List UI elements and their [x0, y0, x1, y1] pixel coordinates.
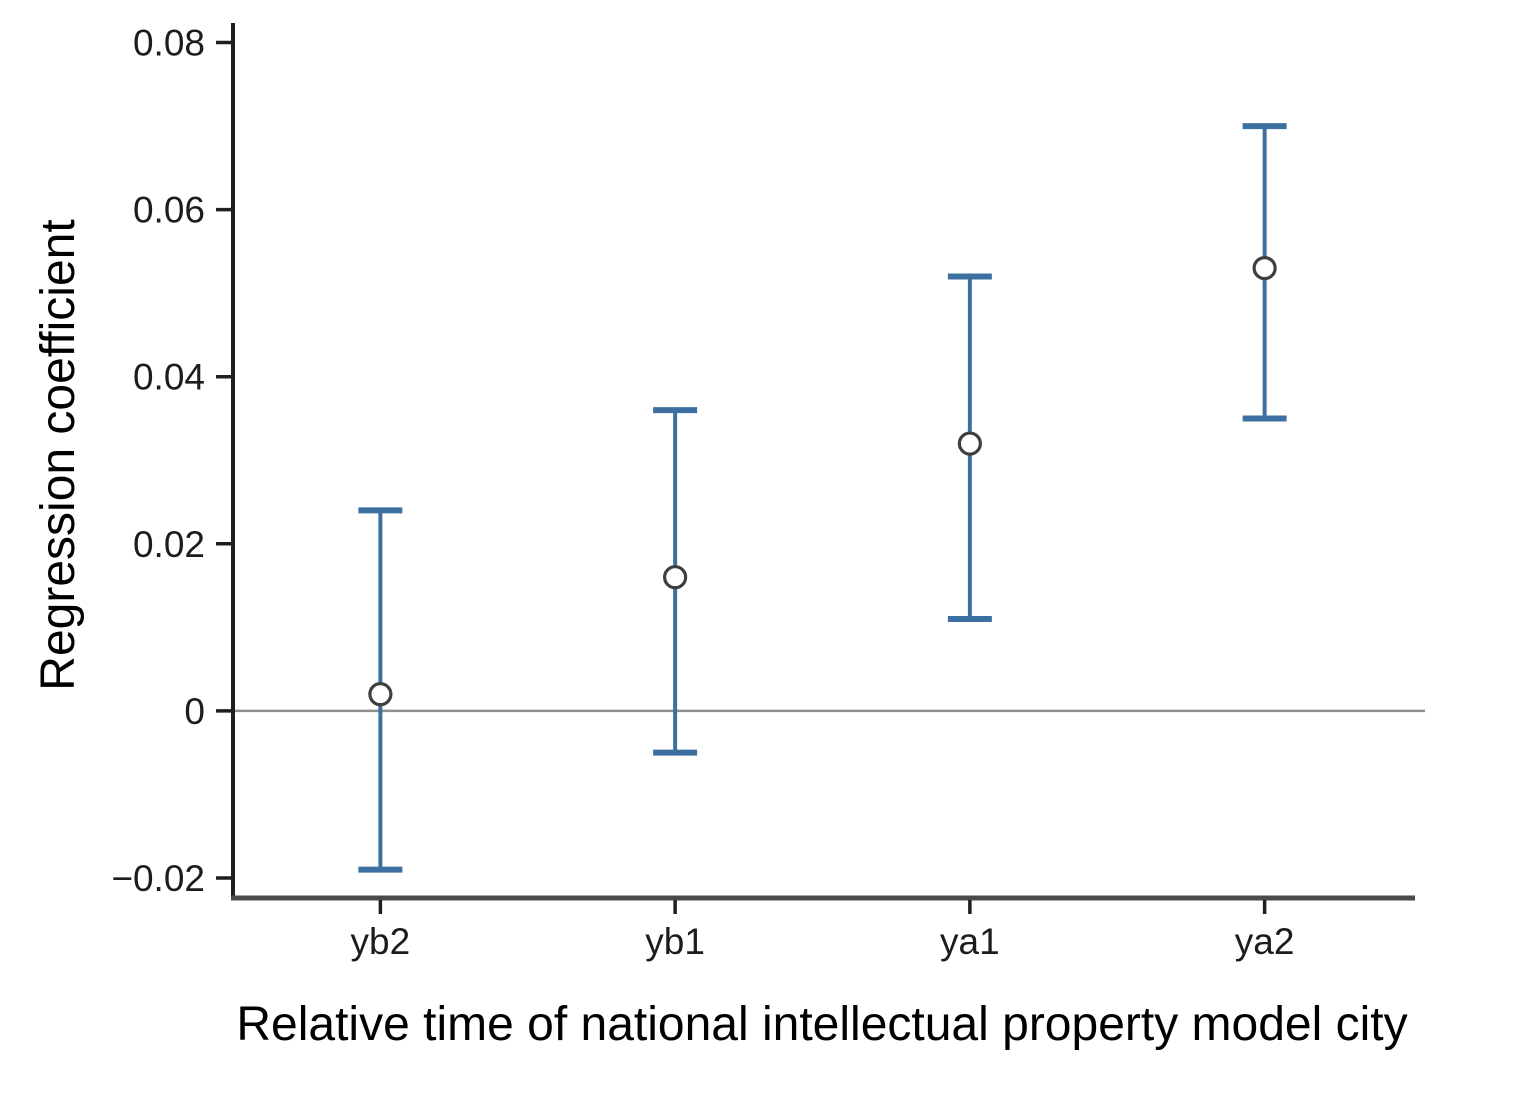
y-tick-label: 0: [184, 691, 205, 732]
chart-layer: 0.08 0.06 0.04 0.02 0 −0.02 yb2 yb1 ya1 ya2: [111, 23, 1425, 962]
errorbar-yb1: [653, 407, 698, 756]
point-estimate-marker: [1252, 256, 1277, 281]
y-tick-label: 0.08: [133, 23, 205, 64]
y-tick-label: 0.06: [133, 190, 205, 231]
x-tick-label: yb2: [351, 921, 411, 962]
y-tick-label: 0.04: [133, 357, 205, 398]
x-tick-label: ya1: [940, 921, 1000, 962]
point-estimate-marker: [663, 565, 688, 590]
point-estimate-marker: [368, 682, 393, 707]
errorbar-ya2: [1242, 123, 1287, 422]
errorbar-yb2: [358, 507, 403, 873]
x-tick-label: yb1: [645, 921, 705, 962]
y-tick-label: 0.02: [133, 524, 205, 565]
y-axis-title: Regression coefficient: [32, 219, 85, 690]
x-axis-title: Relative time of national intellectual p…: [236, 998, 1407, 1051]
y-tick-label: −0.02: [111, 858, 205, 899]
point-estimate-marker: [957, 431, 982, 456]
errorbar-ya1: [947, 273, 992, 622]
x-tick-label: ya2: [1235, 921, 1295, 962]
